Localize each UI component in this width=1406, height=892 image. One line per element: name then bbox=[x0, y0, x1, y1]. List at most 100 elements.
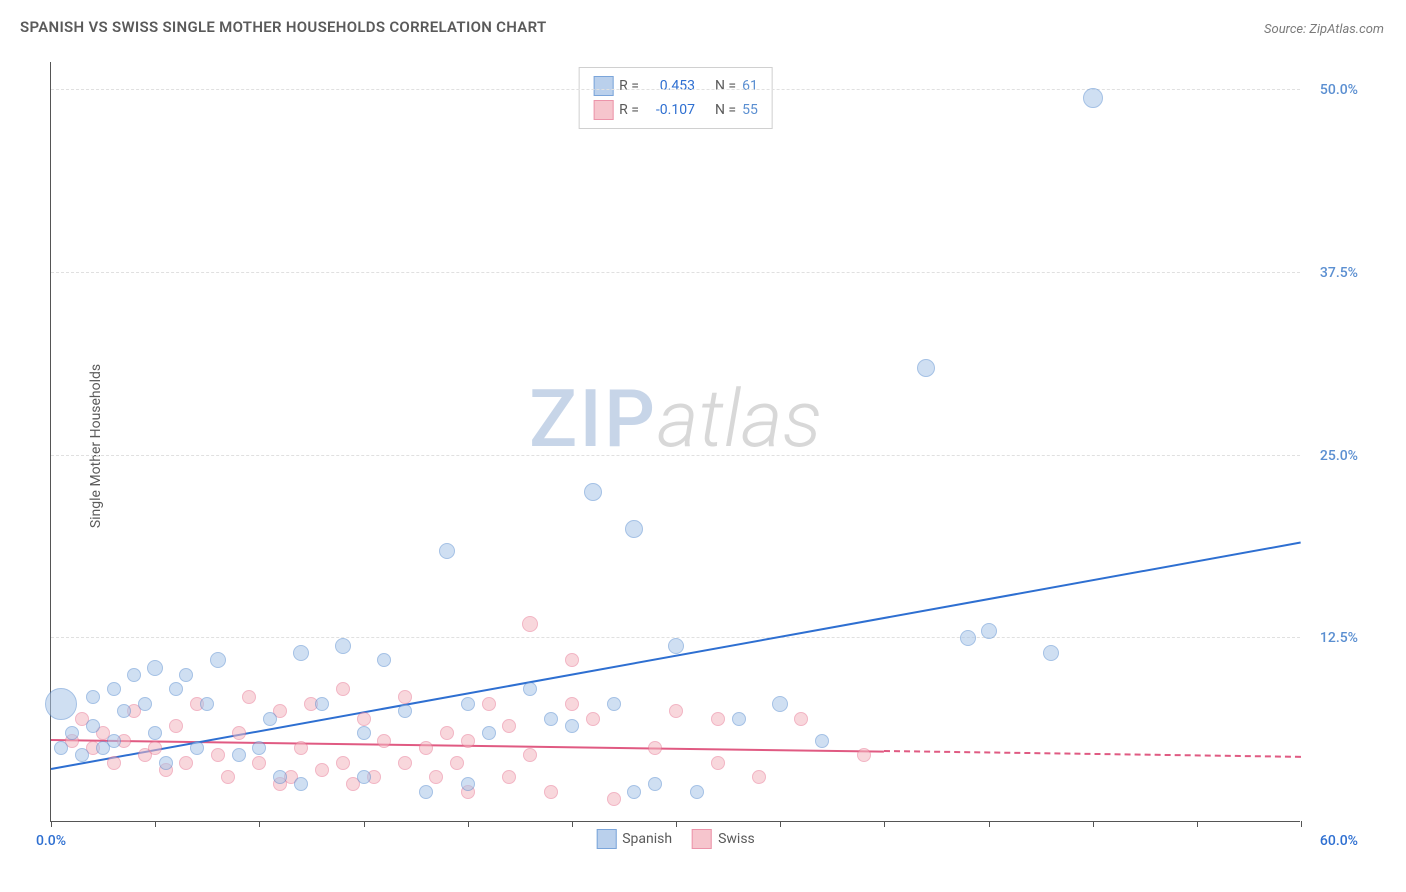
swiss-point[interactable] bbox=[211, 748, 225, 762]
swiss-point[interactable] bbox=[502, 770, 516, 784]
swiss-point[interactable] bbox=[398, 756, 412, 770]
swiss-point[interactable] bbox=[419, 741, 433, 755]
y-tick-label: 37.5% bbox=[1320, 265, 1358, 281]
swiss-point[interactable] bbox=[252, 756, 266, 770]
spanish-point[interactable] bbox=[169, 682, 183, 696]
swiss-point[interactable] bbox=[336, 756, 350, 770]
spanish-point[interactable] bbox=[148, 726, 162, 740]
legend-item-spanish[interactable]: Spanish bbox=[596, 829, 672, 849]
spanish-point[interactable] bbox=[294, 777, 308, 791]
spanish-point[interactable] bbox=[1083, 88, 1103, 108]
spanish-point[interactable] bbox=[607, 697, 621, 711]
legend-item-swiss[interactable]: Swiss bbox=[692, 829, 755, 849]
spanish-point[interactable] bbox=[917, 359, 935, 377]
swiss-point[interactable] bbox=[523, 748, 537, 762]
spanish-point[interactable] bbox=[668, 638, 684, 654]
swiss-point[interactable] bbox=[522, 616, 538, 632]
swiss-point[interactable] bbox=[565, 653, 579, 667]
swiss-point[interactable] bbox=[711, 756, 725, 770]
swiss-point[interactable] bbox=[179, 756, 193, 770]
spanish-point[interactable] bbox=[377, 653, 391, 667]
spanish-point[interactable] bbox=[419, 785, 433, 799]
swiss-point[interactable] bbox=[794, 712, 808, 726]
swiss-point[interactable] bbox=[752, 770, 766, 784]
spanish-point[interactable] bbox=[86, 719, 100, 733]
spanish-point[interactable] bbox=[65, 726, 79, 740]
swiss-point[interactable] bbox=[544, 785, 558, 799]
spanish-point[interactable] bbox=[357, 726, 371, 740]
swiss-point[interactable] bbox=[502, 719, 516, 733]
spanish-point[interactable] bbox=[1043, 645, 1059, 661]
swiss-point[interactable] bbox=[148, 741, 162, 755]
spanish-point[interactable] bbox=[981, 623, 997, 639]
spanish-point[interactable] bbox=[815, 734, 829, 748]
spanish-point[interactable] bbox=[584, 483, 602, 501]
trendline-dashed bbox=[884, 750, 1301, 758]
spanish-point[interactable] bbox=[75, 748, 89, 762]
spanish-point[interactable] bbox=[690, 785, 704, 799]
spanish-point[interactable] bbox=[627, 785, 641, 799]
source-attribution: Source: ZipAtlas.com bbox=[1264, 22, 1384, 37]
spanish-point[interactable] bbox=[107, 734, 121, 748]
swiss-swatch-icon bbox=[692, 829, 712, 849]
spanish-point[interactable] bbox=[960, 630, 976, 646]
spanish-point[interactable] bbox=[54, 741, 68, 755]
swiss-point[interactable] bbox=[429, 770, 443, 784]
spanish-point[interactable] bbox=[190, 741, 204, 755]
spanish-point[interactable] bbox=[252, 741, 266, 755]
swiss-point[interactable] bbox=[294, 741, 308, 755]
spanish-point[interactable] bbox=[45, 688, 77, 720]
spanish-point[interactable] bbox=[107, 682, 121, 696]
spanish-point[interactable] bbox=[439, 543, 455, 559]
spanish-point[interactable] bbox=[273, 770, 287, 784]
swiss-point[interactable] bbox=[648, 741, 662, 755]
spanish-point[interactable] bbox=[461, 697, 475, 711]
swiss-point[interactable] bbox=[242, 690, 256, 704]
swiss-point[interactable] bbox=[221, 770, 235, 784]
spanish-point[interactable] bbox=[732, 712, 746, 726]
spanish-point[interactable] bbox=[544, 712, 558, 726]
swiss-point[interactable] bbox=[857, 748, 871, 762]
spanish-point[interactable] bbox=[127, 668, 141, 682]
spanish-point[interactable] bbox=[138, 697, 152, 711]
spanish-point[interactable] bbox=[772, 696, 788, 712]
spanish-point[interactable] bbox=[117, 704, 131, 718]
spanish-point[interactable] bbox=[86, 690, 100, 704]
swiss-point[interactable] bbox=[336, 682, 350, 696]
spanish-point[interactable] bbox=[263, 712, 277, 726]
spanish-point[interactable] bbox=[461, 777, 475, 791]
swiss-point[interactable] bbox=[565, 697, 579, 711]
swiss-point[interactable] bbox=[461, 734, 475, 748]
swiss-point[interactable] bbox=[450, 756, 464, 770]
spanish-point[interactable] bbox=[565, 719, 579, 733]
spanish-point[interactable] bbox=[232, 748, 246, 762]
spanish-point[interactable] bbox=[625, 520, 643, 538]
swiss-point[interactable] bbox=[586, 712, 600, 726]
swiss-point[interactable] bbox=[107, 756, 121, 770]
spanish-point[interactable] bbox=[335, 638, 351, 654]
spanish-point[interactable] bbox=[648, 777, 662, 791]
spanish-point[interactable] bbox=[482, 726, 496, 740]
swiss-point[interactable] bbox=[232, 726, 246, 740]
swiss-point[interactable] bbox=[440, 726, 454, 740]
spanish-point[interactable] bbox=[147, 660, 163, 676]
swiss-point[interactable] bbox=[711, 712, 725, 726]
swiss-point[interactable] bbox=[169, 719, 183, 733]
spanish-point[interactable] bbox=[210, 652, 226, 668]
spanish-point[interactable] bbox=[357, 770, 371, 784]
swiss-point[interactable] bbox=[377, 734, 391, 748]
swiss-point[interactable] bbox=[669, 704, 683, 718]
spanish-point[interactable] bbox=[293, 645, 309, 661]
spanish-point[interactable] bbox=[159, 756, 173, 770]
swiss-swatch-icon bbox=[593, 100, 613, 120]
swiss-point[interactable] bbox=[398, 690, 412, 704]
spanish-point[interactable] bbox=[523, 682, 537, 696]
spanish-point[interactable] bbox=[315, 697, 329, 711]
swiss-point[interactable] bbox=[357, 712, 371, 726]
swiss-point[interactable] bbox=[482, 697, 496, 711]
swiss-point[interactable] bbox=[607, 792, 621, 806]
swiss-point[interactable] bbox=[315, 763, 329, 777]
spanish-point[interactable] bbox=[398, 704, 412, 718]
spanish-point[interactable] bbox=[200, 697, 214, 711]
spanish-point[interactable] bbox=[179, 668, 193, 682]
